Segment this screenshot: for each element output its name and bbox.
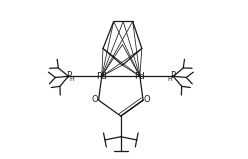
Text: Pd: Pd (96, 72, 107, 81)
Text: O: O (143, 95, 150, 104)
Text: H: H (168, 77, 173, 82)
Text: P: P (66, 71, 72, 80)
Text: Pd: Pd (135, 72, 145, 81)
Text: O: O (92, 95, 98, 104)
Text: H: H (69, 77, 74, 82)
Text: P: P (170, 71, 175, 80)
